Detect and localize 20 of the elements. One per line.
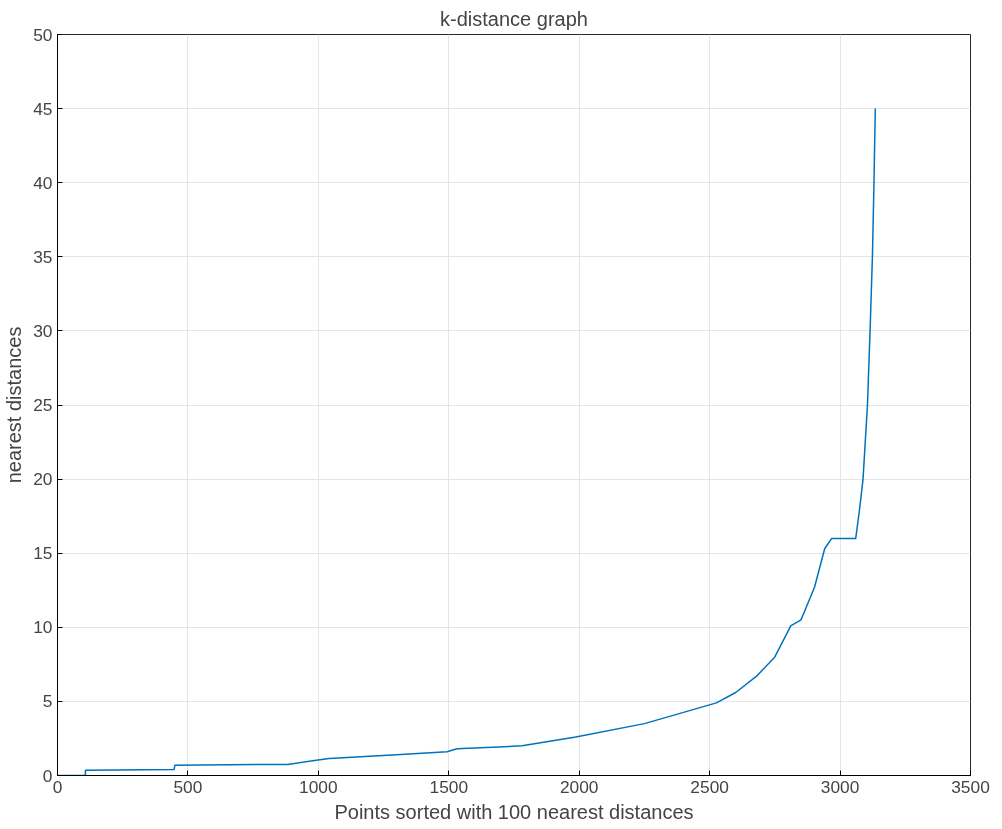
x-axis-title: Points sorted with 100 nearest distances [334,800,694,823]
y-tick-label: 35 [33,246,53,267]
x-tick-label: 1000 [299,776,338,797]
y-tick-label: 50 [33,24,53,45]
x-tick-label: 3000 [820,776,860,797]
x-tick-label: 1500 [429,776,469,797]
y-tick-label: 5 [42,691,53,712]
chart-title: k-distance graph [440,7,588,30]
x-tick-label: 2000 [559,776,599,797]
y-tick-label: 40 [33,172,53,193]
y-tick-label: 15 [33,543,53,564]
y-tick-label: 30 [33,320,53,341]
x-tick-label: 3500 [951,776,990,797]
x-tick-label: 2500 [690,776,729,797]
y-tick-label: 20 [33,469,53,490]
y-axis-title: nearest distances [3,326,26,484]
y-tick-label: 25 [33,395,53,415]
x-tick-label: 500 [173,776,203,797]
y-tick-label: 10 [33,617,53,638]
y-tick-label: 45 [33,98,53,119]
